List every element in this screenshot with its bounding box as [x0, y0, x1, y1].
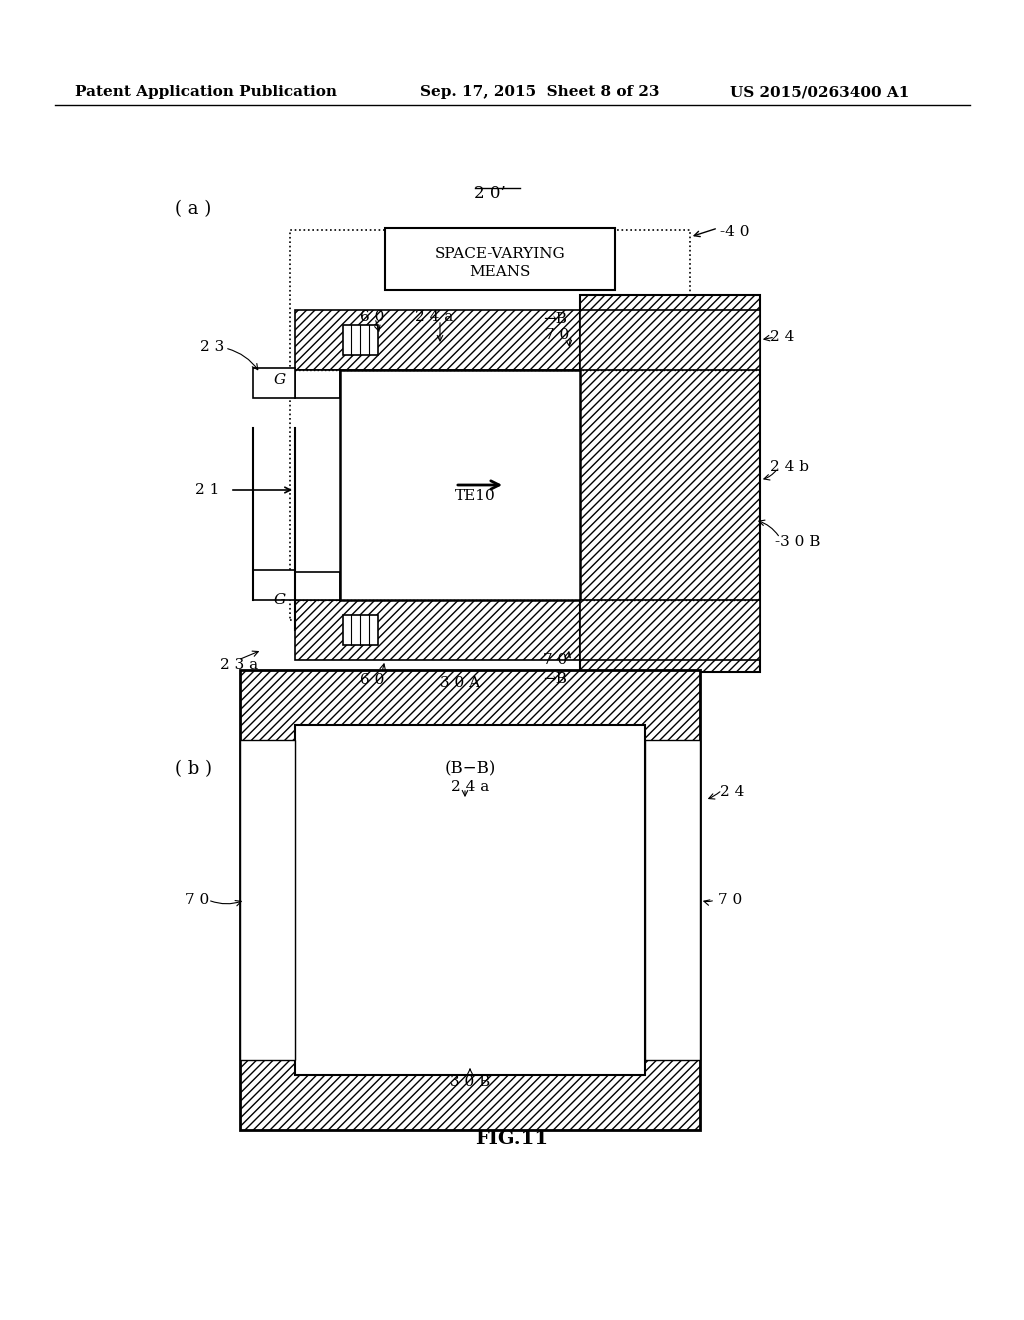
- Bar: [253, 570, 295, 601]
- Text: 2 4 a: 2 4 a: [415, 310, 454, 323]
- Text: Patent Application Publication: Patent Application Publication: [75, 84, 337, 99]
- Text: TE10: TE10: [455, 488, 496, 503]
- Text: 2 4: 2 4: [770, 330, 795, 345]
- Text: 2 4: 2 4: [720, 785, 744, 799]
- Bar: [645, 741, 700, 1060]
- Text: ( a ): ( a ): [175, 201, 211, 218]
- Text: 7 0: 7 0: [545, 327, 569, 342]
- Bar: [343, 325, 378, 355]
- Text: G: G: [274, 374, 286, 387]
- Text: 7 0: 7 0: [185, 894, 209, 907]
- Text: 2 4 b: 2 4 b: [770, 459, 809, 474]
- Bar: [240, 671, 700, 1130]
- Text: US 2015/0263400 A1: US 2015/0263400 A1: [730, 84, 909, 99]
- Text: SPACE-VARYING: SPACE-VARYING: [434, 247, 565, 261]
- Text: 2 0’: 2 0’: [474, 185, 506, 202]
- Bar: [385, 228, 615, 290]
- Text: Sep. 17, 2015  Sheet 8 of 23: Sep. 17, 2015 Sheet 8 of 23: [420, 84, 659, 99]
- Text: MEANS: MEANS: [469, 265, 530, 279]
- Text: ( b ): ( b ): [175, 760, 212, 777]
- Text: 2 3: 2 3: [200, 341, 224, 354]
- Bar: [580, 601, 760, 660]
- Bar: [295, 601, 580, 660]
- Text: 6 0: 6 0: [360, 310, 384, 323]
- Text: 2 4 a: 2 4 a: [451, 780, 489, 795]
- Text: -3 0 B: -3 0 B: [775, 535, 820, 549]
- Text: 7 0: 7 0: [718, 894, 742, 907]
- Bar: [295, 370, 340, 399]
- Text: →B: →B: [543, 672, 567, 686]
- Bar: [290, 230, 690, 620]
- Bar: [295, 572, 340, 601]
- Text: (B−B): (B−B): [444, 760, 496, 777]
- Text: FIG.11: FIG.11: [475, 1130, 549, 1148]
- Text: 3 0 A: 3 0 A: [440, 676, 480, 690]
- Text: G: G: [274, 593, 286, 607]
- Text: -4 0: -4 0: [720, 224, 750, 239]
- Text: 7 0: 7 0: [543, 653, 567, 667]
- Bar: [340, 370, 580, 601]
- Text: 2 3 a: 2 3 a: [220, 657, 258, 672]
- Bar: [295, 310, 580, 370]
- Bar: [343, 615, 378, 645]
- Bar: [295, 725, 645, 1074]
- Bar: [580, 310, 760, 370]
- Text: →B: →B: [543, 312, 567, 326]
- Text: 6 0: 6 0: [360, 673, 384, 686]
- Text: 3 0 B: 3 0 B: [450, 1074, 490, 1089]
- Text: 2 1: 2 1: [195, 483, 219, 498]
- Bar: [580, 294, 760, 672]
- Bar: [253, 368, 295, 399]
- Bar: [240, 741, 295, 1060]
